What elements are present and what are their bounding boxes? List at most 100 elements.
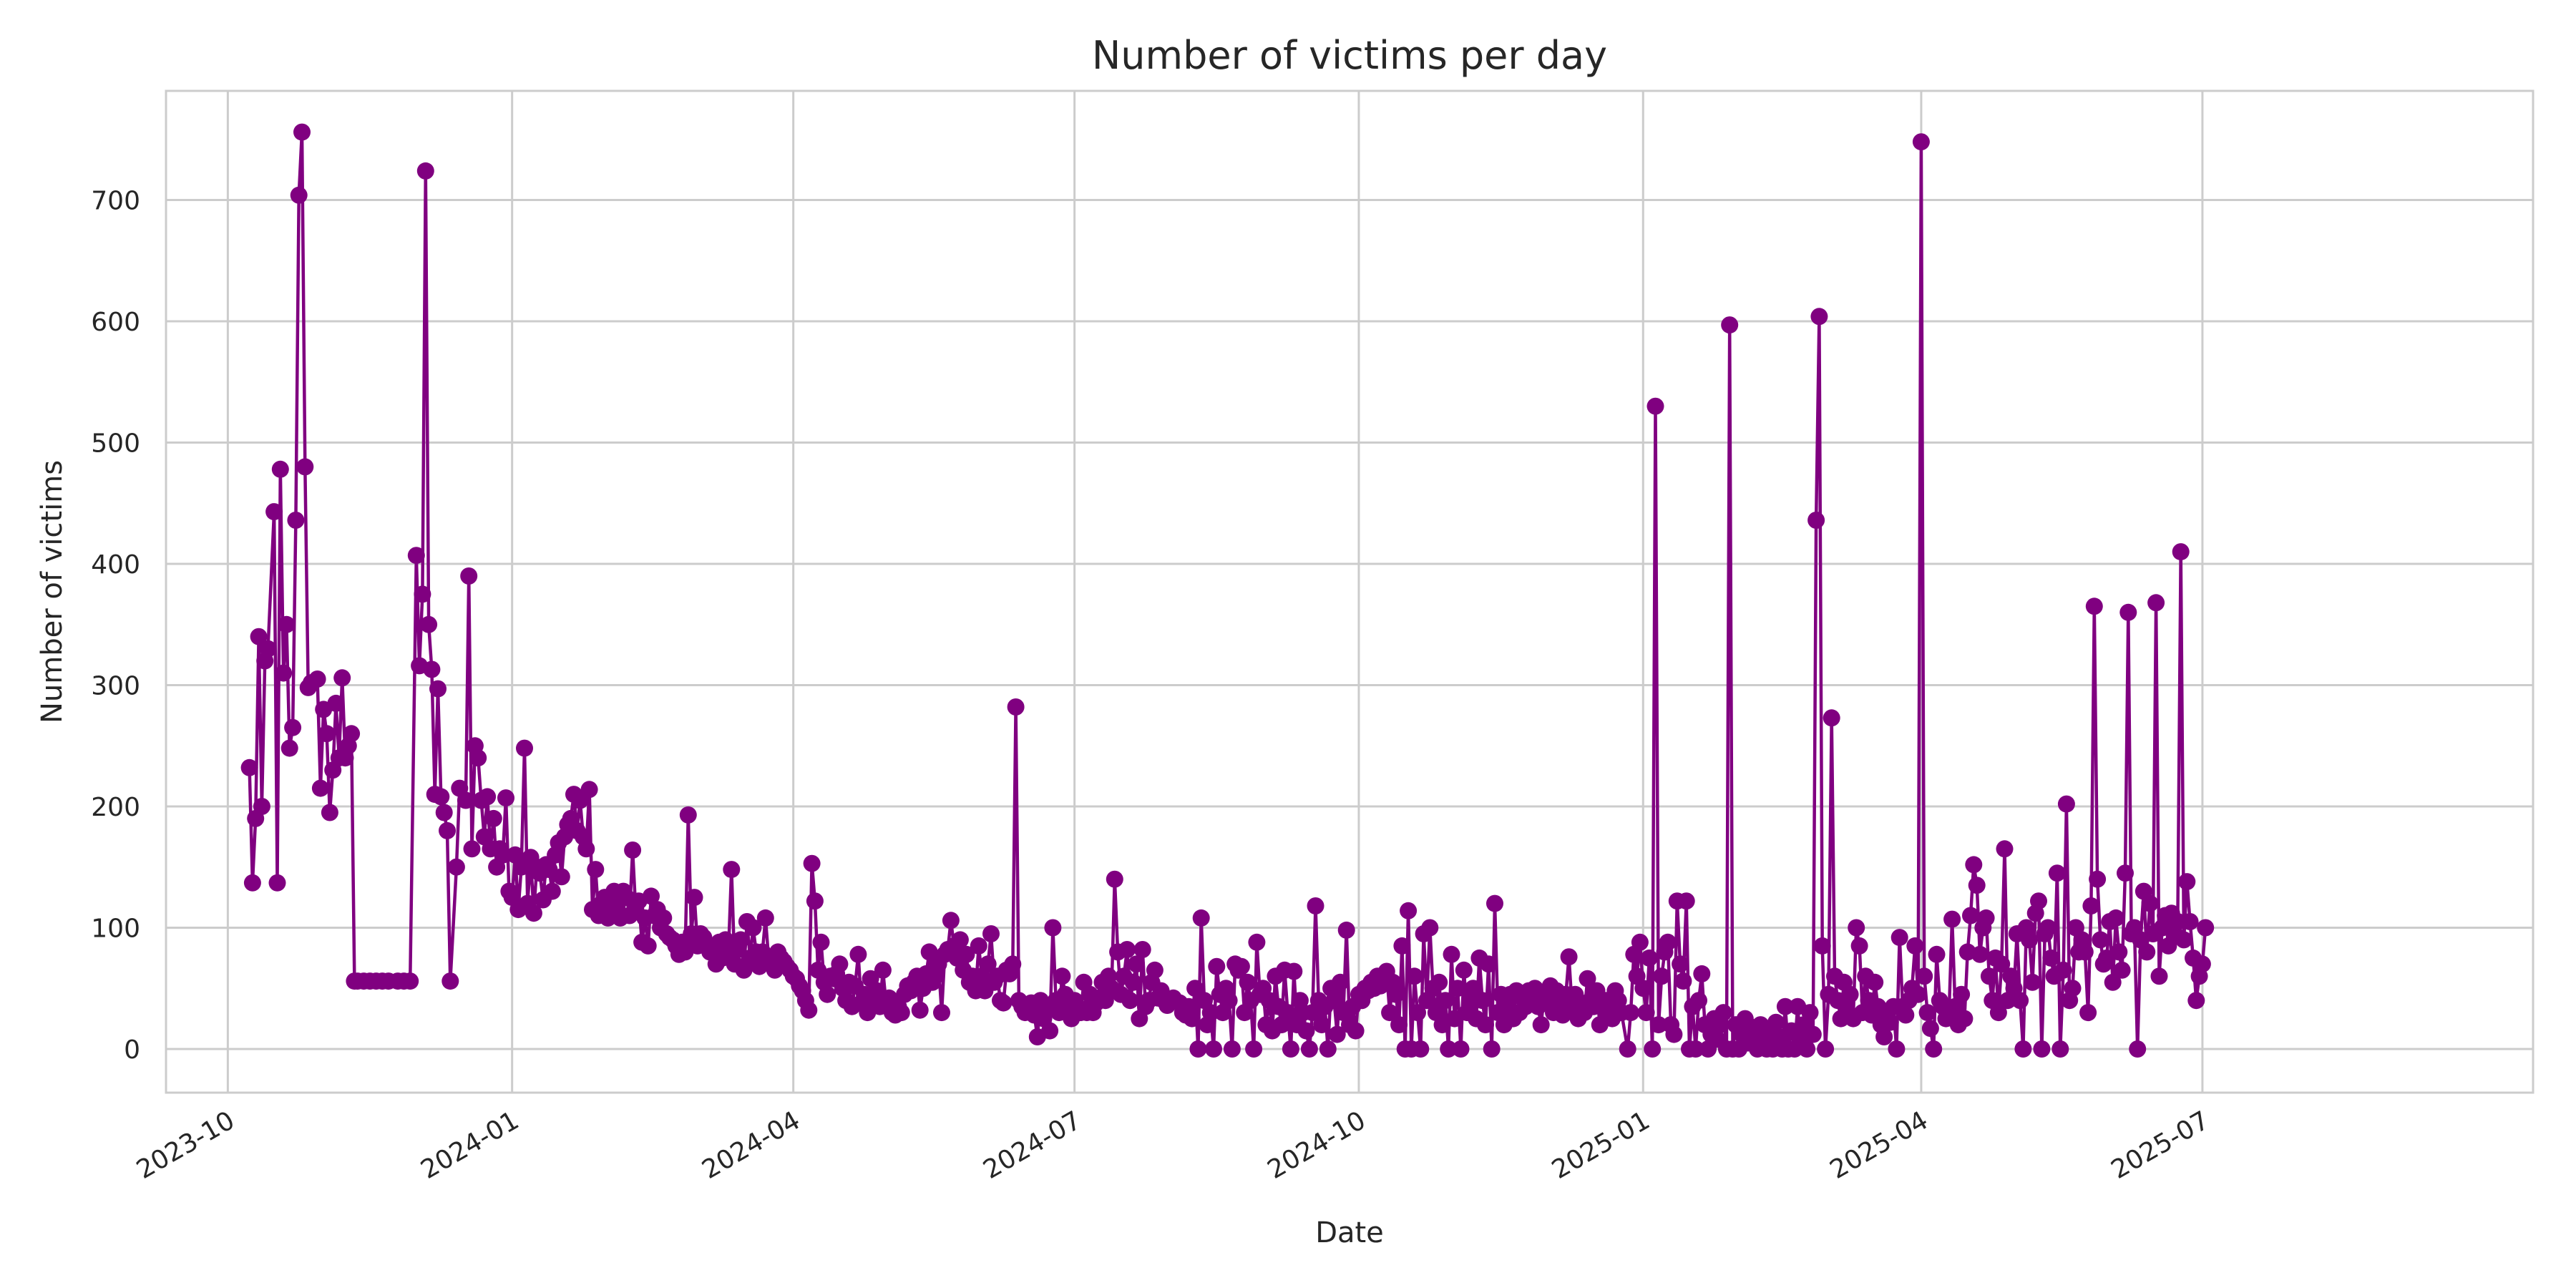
- chart-title: Number of victims per day: [1092, 33, 1607, 78]
- data-point: [1560, 948, 1578, 966]
- data-point: [271, 460, 289, 478]
- data-point: [2113, 961, 2131, 979]
- data-point: [982, 925, 1000, 942]
- data-point: [2057, 795, 2075, 813]
- data-point: [516, 739, 533, 757]
- data-point: [920, 943, 938, 961]
- data-point: [933, 1004, 950, 1022]
- data-point: [1208, 957, 1226, 975]
- data-point: [686, 889, 703, 907]
- data-point: [318, 725, 336, 743]
- data-point: [2039, 919, 2057, 937]
- data-point: [1672, 955, 1689, 973]
- data-point: [1279, 1004, 1297, 1022]
- data-point: [1325, 992, 1343, 1010]
- data-point: [1801, 1004, 1819, 1022]
- data-point: [744, 919, 762, 937]
- data-point: [2092, 931, 2109, 949]
- data-point: [1044, 919, 1062, 937]
- data-point: [1473, 992, 1491, 1010]
- data-point: [1319, 1040, 1337, 1058]
- data-point: [469, 749, 487, 767]
- data-point: [1409, 1004, 1426, 1022]
- data-point: [1989, 1004, 2007, 1022]
- data-point: [1239, 973, 1257, 991]
- data-point: [2169, 913, 2187, 930]
- data-point: [1223, 1040, 1241, 1058]
- data-point: [1307, 897, 1324, 914]
- data-point: [1993, 955, 2011, 973]
- data-point: [1121, 992, 1139, 1010]
- data-point: [1192, 909, 1210, 927]
- data-point: [2076, 943, 2094, 961]
- data-point: [1282, 1040, 1299, 1058]
- data-point: [2172, 543, 2190, 561]
- x-tick-label: 2025-04: [1825, 1106, 1933, 1185]
- data-point: [1186, 980, 1204, 997]
- data-point: [1906, 937, 1924, 955]
- data-point: [2178, 873, 2196, 891]
- y-tick-label: 500: [91, 429, 140, 459]
- data-point: [439, 821, 456, 839]
- data-point: [756, 909, 774, 927]
- series-line: [248, 130, 2207, 1051]
- data-point: [2089, 870, 2107, 888]
- data-point: [1133, 941, 1151, 958]
- data-point: [1053, 967, 1071, 985]
- data-point: [1387, 985, 1405, 1003]
- data-point: [2138, 943, 2156, 961]
- data-point: [296, 458, 314, 476]
- data-point: [1912, 133, 1930, 151]
- data-point: [1443, 945, 1460, 963]
- data-point: [1634, 980, 1652, 997]
- data-point: [1687, 1040, 1704, 1058]
- data-point: [577, 840, 595, 858]
- data-point: [2024, 973, 2041, 991]
- data-point: [1848, 919, 1865, 937]
- data-point: [463, 840, 481, 858]
- y-tick-label: 100: [91, 914, 140, 943]
- data-point: [2051, 1040, 2069, 1058]
- data-point: [2147, 594, 2165, 612]
- data-point: [1421, 919, 1439, 937]
- data-point: [243, 874, 261, 892]
- y-tick-label: 200: [91, 793, 140, 822]
- data-point: [812, 933, 830, 951]
- data-point: [1637, 1004, 1655, 1022]
- data-point: [1996, 840, 2014, 858]
- data-point: [1665, 1025, 1683, 1043]
- x-tick-label: 2024-10: [1263, 1106, 1371, 1185]
- data-point: [1622, 1004, 1639, 1022]
- data-point: [1767, 1013, 1785, 1031]
- data-point: [1721, 316, 1739, 334]
- data-point: [957, 945, 975, 963]
- data-point: [278, 615, 296, 633]
- data-point: [259, 640, 277, 658]
- data-point: [2150, 967, 2168, 985]
- plot-frame: [165, 89, 2534, 1094]
- data-point: [2033, 1040, 2051, 1058]
- data-point: [1440, 1040, 1458, 1058]
- data-point: [1480, 955, 1498, 973]
- data-point: [979, 955, 997, 973]
- data-point: [2030, 892, 2047, 910]
- data-point: [587, 861, 605, 879]
- series-victims: [240, 123, 2215, 1058]
- data-point: [447, 858, 465, 876]
- data-point: [429, 680, 447, 698]
- data-point: [2193, 955, 2211, 973]
- data-point: [2082, 897, 2100, 914]
- data-point: [1106, 870, 1123, 888]
- data-point: [1328, 1025, 1346, 1043]
- data-point: [1823, 709, 1840, 727]
- data-point: [951, 931, 969, 949]
- data-point: [333, 669, 351, 687]
- data-point: [552, 868, 570, 886]
- data-point: [1118, 941, 1136, 958]
- data-point: [525, 904, 542, 922]
- data-point: [1004, 955, 1022, 973]
- data-point: [1810, 308, 1828, 326]
- data-point: [432, 788, 450, 806]
- data-point: [460, 567, 478, 585]
- data-point: [2141, 894, 2159, 912]
